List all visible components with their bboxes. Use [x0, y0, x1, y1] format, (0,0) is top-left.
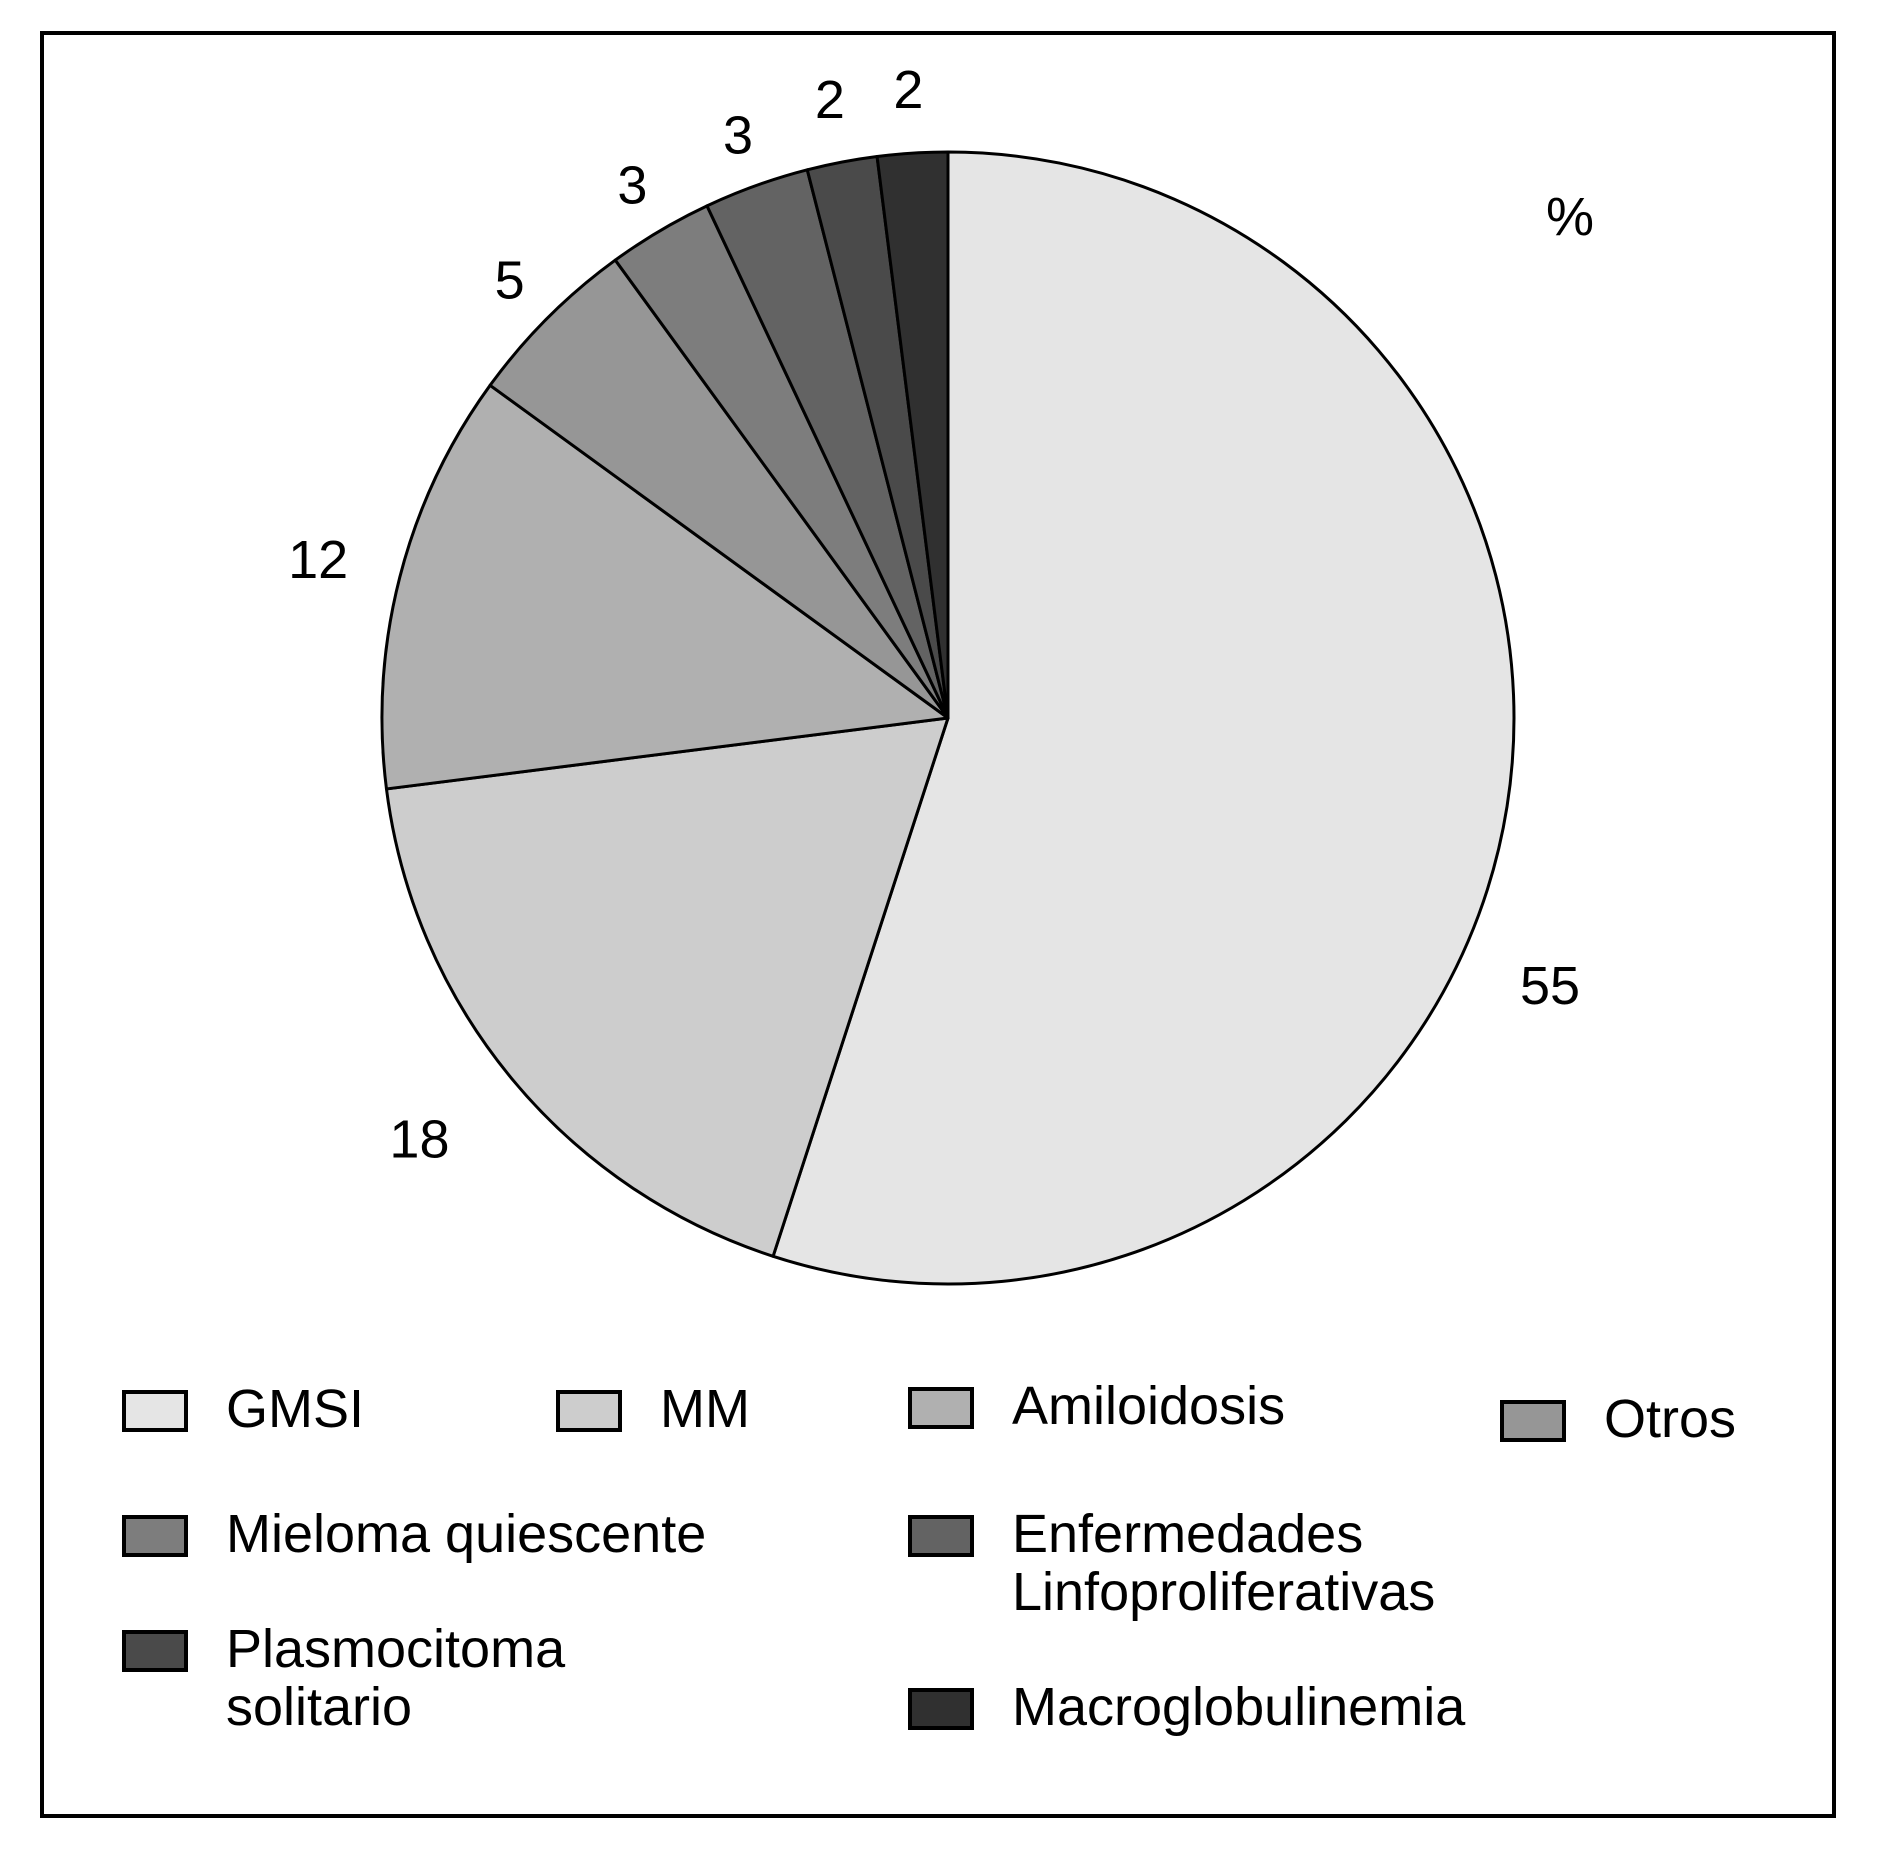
legend-swatch-mm: [556, 1390, 622, 1432]
legend-label-enfermedades-linfoproliferativas: Enfermedades Linfoproliferativas: [1012, 1504, 1436, 1622]
pie-value-label-amiloidosis: 12: [288, 530, 348, 590]
legend-item-gmsi: GMSI: [122, 1380, 364, 1438]
pie-value-label-gmsi: 55: [1520, 956, 1580, 1016]
pie-value-label-enfermedades-linfoproliferativas: 3: [723, 106, 753, 166]
legend-swatch-macroglobulinemia: [908, 1688, 974, 1730]
pie-slice-amiloidosis: [380, 383, 950, 791]
legend-swatch-otros: [1500, 1400, 1566, 1442]
legend-item-enfermedades-linfoproliferativas: Enfermedades Linfoproliferativas: [908, 1505, 1435, 1621]
pie-value-label-otros: 5: [495, 251, 525, 311]
legend-item-macroglobulinemia: Macroglobulinemia: [908, 1678, 1465, 1736]
legend-label-otros: Otros: [1604, 1389, 1737, 1449]
legend-item-otros: Otros: [1500, 1390, 1736, 1448]
legend-swatch-plasmocitoma-solitario: [122, 1630, 188, 1672]
legend-label-macroglobulinemia: Macroglobulinemia: [1012, 1677, 1466, 1737]
pie-slice-otros: [488, 258, 950, 720]
legend-swatch-amiloidosis: [908, 1387, 974, 1429]
pie-value-label-plasmocitoma-solitario: 2: [815, 70, 845, 130]
legend-label-mieloma-quiescente: Mieloma quiescente: [226, 1504, 707, 1564]
pie-slice-mm: [384, 716, 950, 1258]
legend-label-mm: MM: [660, 1379, 750, 1439]
legend-item-amiloidosis: Amiloidosis: [908, 1377, 1285, 1435]
pie-slices: [380, 150, 1516, 1286]
legend-swatch-enfermedades-linfoproliferativas: [908, 1515, 974, 1557]
unit-label: %: [1546, 187, 1594, 247]
pie-value-label-mieloma-quiescente: 3: [617, 155, 647, 215]
pie-value-label-mm: 18: [389, 1110, 449, 1170]
legend-label-gmsi: GMSI: [226, 1379, 365, 1439]
pie-value-label-macroglobulinemia: 2: [893, 60, 923, 120]
legend-item-mieloma-quiescente: Mieloma quiescente: [122, 1505, 706, 1563]
pie-slice-macroglobulinemia: [875, 150, 950, 720]
pie-slice-gmsi: [771, 150, 1516, 1286]
legend-swatch-gmsi: [122, 1390, 188, 1432]
legend-label-amiloidosis: Amiloidosis: [1012, 1376, 1286, 1436]
legend-item-mm: MM: [556, 1380, 750, 1438]
legend-item-plasmocitoma-solitario: Plasmocitoma solitario: [122, 1620, 565, 1736]
legend-swatch-mieloma-quiescente: [122, 1515, 188, 1557]
legend-label-plasmocitoma-solitario: Plasmocitoma solitario: [226, 1619, 566, 1737]
pie-value-labels: 55 18 12 5 3 3 2 2: [288, 60, 1580, 1169]
